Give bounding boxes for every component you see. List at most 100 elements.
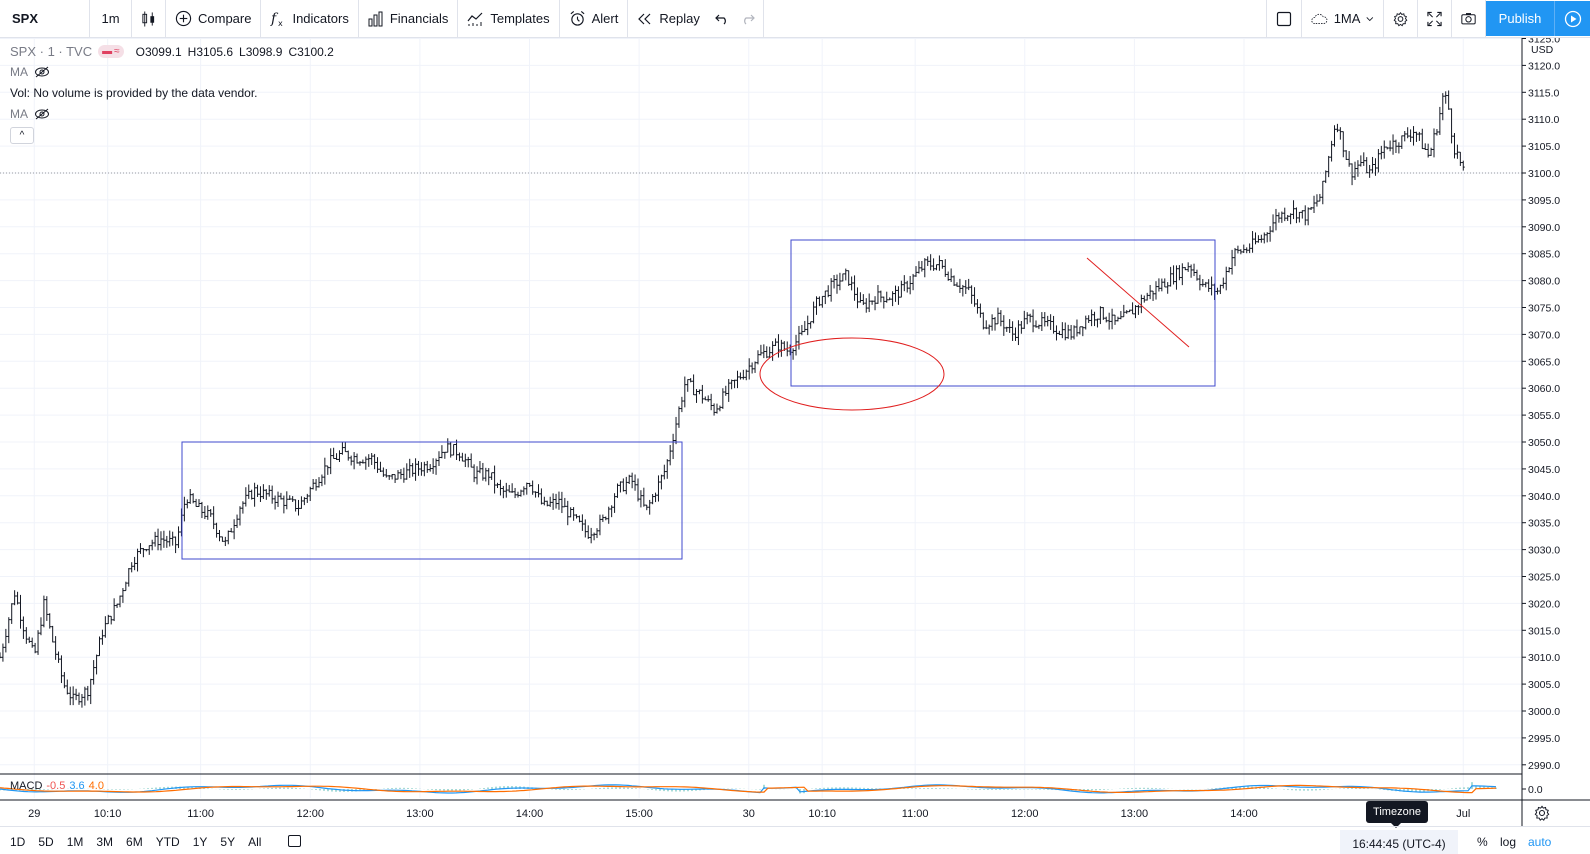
range-button-ytd[interactable]: YTD xyxy=(155,835,180,849)
settings-button[interactable] xyxy=(1384,0,1418,37)
price-tick-label: 3005.0 xyxy=(1528,679,1560,691)
axis-settings-gear-icon[interactable] xyxy=(1534,805,1550,821)
compare-button[interactable]: Compare xyxy=(166,0,262,37)
price-tick-label: 3030.0 xyxy=(1528,545,1560,557)
layout-save-button[interactable]: 1MA xyxy=(1302,0,1384,37)
replay-button[interactable]: Replay xyxy=(628,0,708,37)
price-tick-label: 3065.0 xyxy=(1528,356,1560,368)
time-tick-label: 14:00 xyxy=(516,808,544,820)
price-tick-label: 3085.0 xyxy=(1528,249,1560,261)
wave-icon: ≈ xyxy=(114,46,120,57)
snapshot-button[interactable] xyxy=(1452,0,1486,37)
price-tick-label: 3080.0 xyxy=(1528,276,1560,288)
time-tick-label: 14:00 xyxy=(1230,808,1258,820)
price-tick-label: 3110.0 xyxy=(1528,114,1559,126)
macd-zero-label: 0.0 xyxy=(1528,784,1543,796)
redo-button[interactable] xyxy=(735,0,764,37)
eye-hidden-icon[interactable] xyxy=(34,66,50,78)
range-button-1m[interactable]: 1M xyxy=(66,835,84,849)
range-button-6m[interactable]: 6M xyxy=(126,835,143,849)
price-chart[interactable]: 3125.0 3120.0 3115.0 3110.0 3105.0 3100.0 3095… xyxy=(0,38,1590,826)
indicators-label: Indicators xyxy=(292,11,349,26)
ma-label[interactable]: MA xyxy=(10,65,28,79)
chart-type-button[interactable] xyxy=(132,0,166,37)
financials-button[interactable]: Financials xyxy=(359,0,459,37)
percent-toggle[interactable]: % xyxy=(1477,835,1488,849)
price-axis-bg xyxy=(1522,38,1590,826)
ohlc-open: O3099.1 xyxy=(135,44,182,59)
macd-value-2: 3.6 xyxy=(69,780,85,792)
interval-button[interactable]: 1m xyxy=(90,0,132,37)
svg-text:x: x xyxy=(278,19,283,28)
log-toggle[interactable]: log xyxy=(1500,835,1517,849)
price-tick-label: 3100.0 xyxy=(1528,168,1560,180)
range-button-5d[interactable]: 5D xyxy=(38,835,54,849)
financials-label: Financials xyxy=(389,11,449,26)
main-legend: SPX · 1 · TVC ▬ ≈ O3099.1 H3105.6 L3098.9… xyxy=(10,44,334,59)
ohlc-high: H3105.6 xyxy=(187,44,234,59)
fullscreen-button[interactable] xyxy=(1418,0,1452,37)
range-button-3m[interactable]: 3M xyxy=(96,835,114,849)
templates-label: Templates xyxy=(490,11,550,26)
layout-name-label: 1MA xyxy=(1333,11,1361,26)
eye-hidden-icon[interactable] xyxy=(34,108,50,120)
price-tick-label: 3035.0 xyxy=(1528,518,1560,530)
publish-video-button[interactable] xyxy=(1554,1,1590,36)
interval-label: 1m xyxy=(101,11,120,26)
ma2-legend: MA xyxy=(10,107,50,121)
fullscreen-layout-button[interactable] xyxy=(1266,0,1302,37)
price-tick-label: 3000.0 xyxy=(1528,706,1560,718)
symbol-label: SPX xyxy=(12,11,39,26)
range-box-2 xyxy=(790,239,1216,387)
time-tick-label: 13:00 xyxy=(406,808,434,820)
clock-display[interactable]: 16:44:45 (UTC-4) xyxy=(1340,830,1458,854)
time-tick-label: 11:00 xyxy=(187,808,214,820)
calendar-icon[interactable] xyxy=(288,835,301,847)
alert-button[interactable]: Alert xyxy=(560,0,629,37)
undo-button[interactable] xyxy=(709,0,735,37)
timezone-tooltip: Timezone xyxy=(1366,801,1428,828)
ma2-label[interactable]: MA xyxy=(10,107,28,121)
range-button-1y[interactable]: 1Y xyxy=(192,835,208,849)
range-box-1 xyxy=(181,441,683,560)
rewind-icon xyxy=(638,13,651,24)
price-tick-label: 3045.0 xyxy=(1528,464,1560,476)
macd-label[interactable]: MACD xyxy=(10,780,43,792)
candles-icon xyxy=(142,11,155,26)
symbol-search[interactable]: SPX xyxy=(0,0,90,37)
range-button-1d[interactable]: 1D xyxy=(10,835,26,849)
price-tick-label: 3025.0 xyxy=(1528,572,1560,584)
volume-legend: Vol: No volume is provided by the data v… xyxy=(10,86,257,100)
time-tick-label: 15:00 xyxy=(625,808,653,820)
symbol-title[interactable]: SPX · 1 · TVC xyxy=(10,44,93,59)
templates-button[interactable]: Templates xyxy=(458,0,560,37)
chart-grid xyxy=(0,38,1522,798)
price-tick-label: 2995.0 xyxy=(1528,733,1560,745)
chevron-up-icon: ^ xyxy=(19,130,25,141)
svg-text:f: f xyxy=(270,11,279,27)
range-button-all[interactable]: All xyxy=(248,835,262,849)
time-tick-label: 12:00 xyxy=(1011,808,1039,820)
toolbar-spacer xyxy=(764,0,1266,37)
price-tick-label: 3050.0 xyxy=(1528,437,1560,449)
redo-icon xyxy=(743,14,755,24)
clock-label: 16:44:45 (UTC-4) xyxy=(1352,837,1446,851)
macd-pane xyxy=(0,782,1497,794)
price-tick-label: 3095.0 xyxy=(1528,195,1560,207)
auto-toggle[interactable]: auto xyxy=(1528,835,1552,849)
ohlc-low: L3098.9 xyxy=(239,44,283,59)
time-tick-label: 30 xyxy=(743,808,755,820)
macd-signal-line xyxy=(0,784,1497,794)
bottom-toolbar: 1D 5D 1M 3M 6M YTD 1Y 5Y All 16:44:45 (UTC-4) % … xyxy=(0,826,1590,854)
price-bars xyxy=(0,90,1465,708)
range-button-5y[interactable]: 5Y xyxy=(220,835,236,849)
time-tick-label: 10:10 xyxy=(808,808,836,820)
publish-button[interactable]: Publish xyxy=(1486,1,1554,36)
play-circle-icon xyxy=(1564,10,1581,27)
collapse-legend-button[interactable]: ^ xyxy=(10,127,34,144)
market-status-badge[interactable]: ▬ ≈ xyxy=(98,45,124,58)
price-tick-label: 3015.0 xyxy=(1528,625,1560,637)
